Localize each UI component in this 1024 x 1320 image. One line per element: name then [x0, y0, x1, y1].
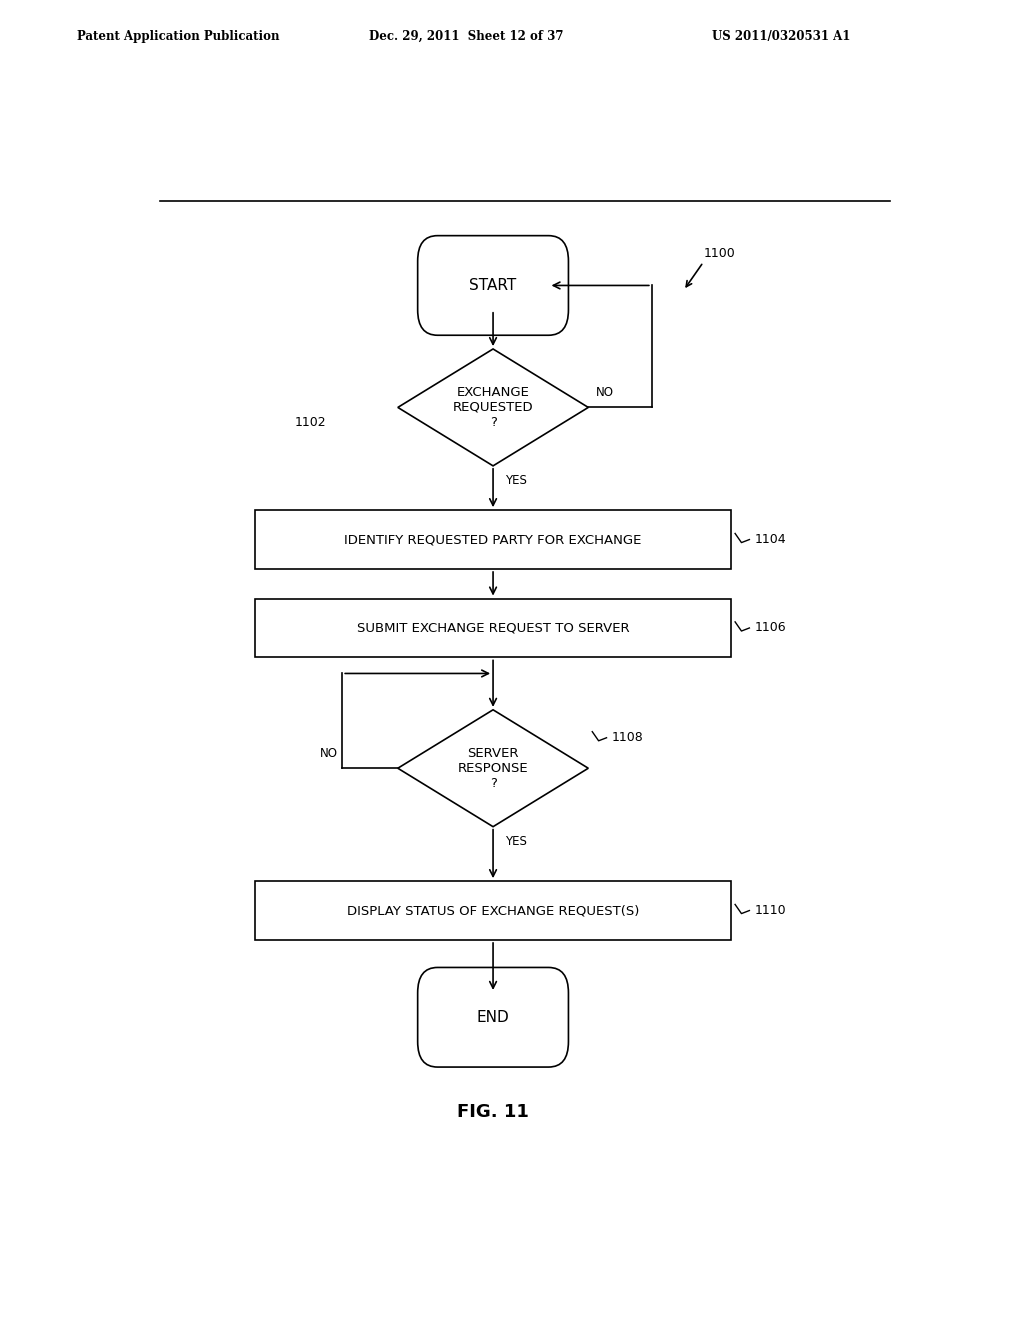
Text: SERVER
RESPONSE
?: SERVER RESPONSE ? [458, 747, 528, 789]
Bar [255, 598, 731, 657]
Text: EXCHANGE
REQUESTED
?: EXCHANGE REQUESTED ? [453, 385, 534, 429]
Text: YES: YES [505, 834, 526, 847]
Text: 1108: 1108 [612, 731, 644, 744]
FancyBboxPatch shape [418, 236, 568, 335]
Text: SUBMIT EXCHANGE REQUEST TO SERVER: SUBMIT EXCHANGE REQUEST TO SERVER [356, 622, 630, 635]
Bar [255, 880, 731, 940]
Bar [255, 510, 731, 569]
Text: DISPLAY STATUS OF EXCHANGE REQUEST(S): DISPLAY STATUS OF EXCHANGE REQUEST(S) [347, 904, 639, 917]
FancyBboxPatch shape [418, 968, 568, 1067]
Polygon shape [397, 710, 588, 826]
Text: NO: NO [321, 747, 338, 760]
Polygon shape [397, 348, 588, 466]
Text: 1100: 1100 [703, 247, 735, 260]
Text: Dec. 29, 2011  Sheet 12 of 37: Dec. 29, 2011 Sheet 12 of 37 [369, 30, 563, 44]
Text: Patent Application Publication: Patent Application Publication [77, 30, 280, 44]
Text: YES: YES [505, 474, 526, 487]
Text: FIG. 11: FIG. 11 [457, 1102, 529, 1121]
Text: 1104: 1104 [755, 533, 786, 546]
Text: START: START [469, 279, 517, 293]
Text: 1106: 1106 [755, 622, 786, 635]
Text: END: END [477, 1010, 509, 1024]
Text: NO: NO [596, 387, 614, 399]
Text: US 2011/0320531 A1: US 2011/0320531 A1 [712, 30, 850, 44]
Text: 1102: 1102 [295, 416, 327, 429]
Text: IDENTIFY REQUESTED PARTY FOR EXCHANGE: IDENTIFY REQUESTED PARTY FOR EXCHANGE [344, 533, 642, 546]
Text: 1110: 1110 [755, 904, 786, 917]
